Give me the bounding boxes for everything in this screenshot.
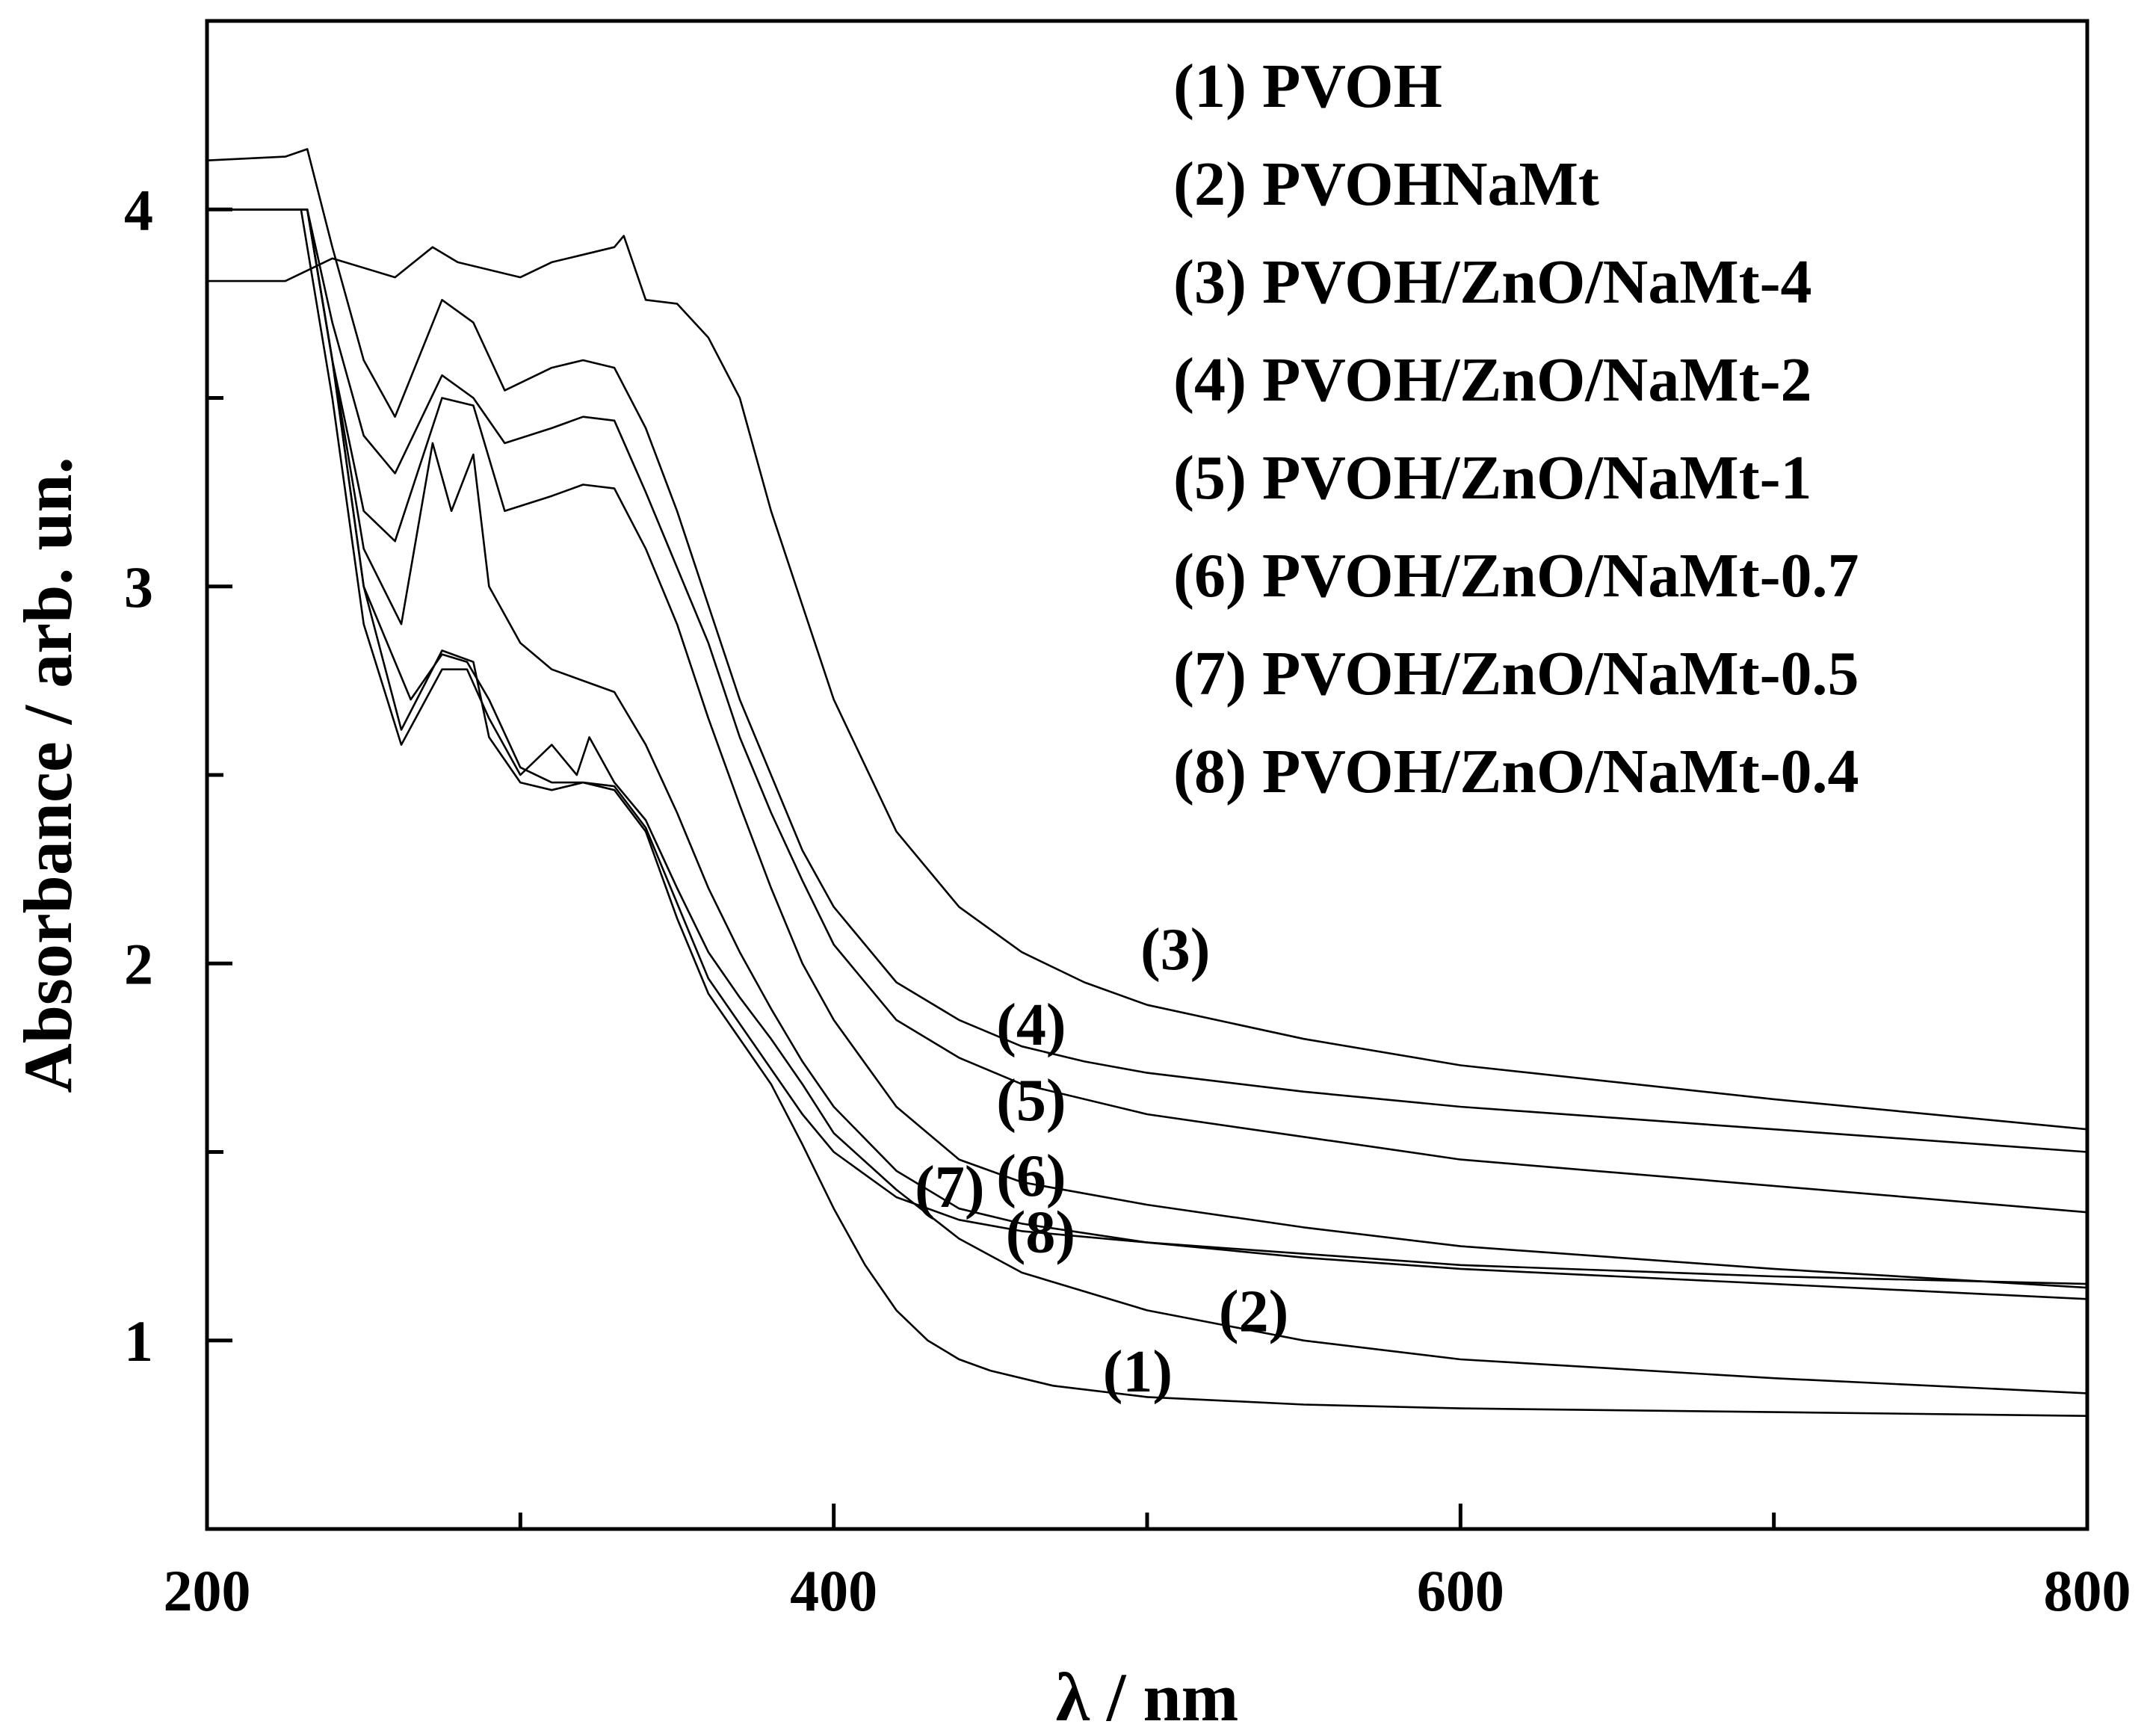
legend-entry-6: (6) PVOH/ZnO/NaMt-0.7 [1173, 541, 1859, 611]
curve-label-8: (8) [1006, 1199, 1075, 1265]
y-tick-label: 1 [124, 1309, 153, 1374]
series-line-2 [207, 208, 2088, 1394]
curve-label-5: (5) [996, 1068, 1066, 1134]
legend-entry-4: (4) PVOH/ZnO/NaMt-2 [1173, 345, 1812, 415]
curve-label-3: (3) [1140, 917, 1210, 983]
legend-entry-3: (3) PVOH/ZnO/NaMt-4 [1173, 247, 1812, 317]
legend: (1) PVOH (2) PVOHNaMt (3) PVOH/ZnO/NaMt-4 (… [1173, 52, 1859, 806]
curve-label-7: (7) [915, 1155, 984, 1220]
y-axis-title: Absorbance / arb. un. [10, 457, 86, 1093]
series-line-7 [207, 208, 2088, 1300]
legend-entry-5: (5) PVOH/ZnO/NaMt-1 [1173, 443, 1812, 513]
legend-entry-7: (7) PVOH/ZnO/NaMt-0.5 [1173, 639, 1859, 708]
y-tick-label: 2 [124, 931, 153, 996]
curve-label-4: (4) [996, 992, 1066, 1058]
y-axis-ticks: 1 2 3 4 [124, 19, 232, 1374]
y-tick-label: 3 [124, 555, 153, 620]
y-tick-label: 4 [124, 177, 153, 242]
x-tick-label: 200 [164, 1558, 251, 1623]
series-line-8 [207, 208, 2088, 1285]
x-tick-label: 400 [790, 1558, 877, 1623]
series-line-5 [207, 208, 2088, 1214]
x-tick-label: 600 [1417, 1558, 1504, 1623]
curve-label-6: (6) [996, 1143, 1066, 1209]
series-line-3 [207, 235, 2088, 1131]
series-line-4 [206, 148, 2088, 1153]
x-axis-ticks: 200 400 600 800 [164, 1504, 2131, 1623]
legend-entry-1: (1) PVOH [1173, 52, 1442, 121]
series-lines [206, 148, 2088, 1417]
x-axis-title: λ / nm [1056, 1659, 1239, 1735]
legend-entry-8: (8) PVOH/ZnO/NaMt-0.4 [1173, 737, 1859, 806]
curve-labels: (1) (2) (3) (4) (5) (6)(7) (8) [915, 917, 1288, 1405]
series-line-6 [207, 208, 2088, 1289]
curve-label-2: (2) [1219, 1279, 1288, 1344]
series-line-1 [207, 208, 2088, 1417]
legend-entry-2: (2) PVOHNaMt [1173, 149, 1599, 219]
curve-label-1: (1) [1103, 1339, 1173, 1405]
x-tick-label: 800 [2044, 1558, 2131, 1623]
